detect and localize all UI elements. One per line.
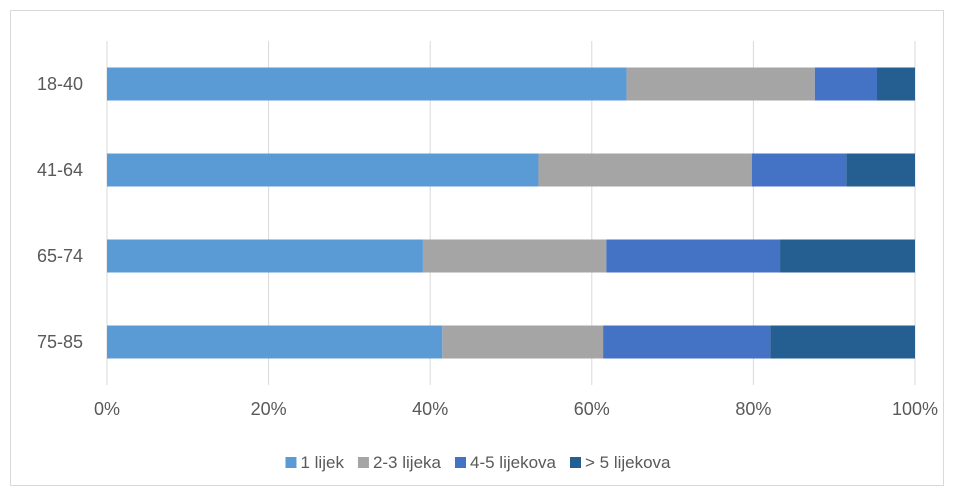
x-tick-label: 20% [251,399,287,419]
chart-area: 18-40 41-64 65-74 75-85 0% 20% 40% 60% 80% 100% … [10,10,944,486]
bar-segment [107,325,443,359]
bars [107,67,915,359]
bar-segment [751,153,847,187]
bar-segment [107,239,423,273]
y-tick-label: 75-85 [37,332,83,352]
bar-segment [814,67,878,101]
legend-swatch [357,457,369,468]
bar-segment [107,67,627,101]
legend-item: > 5 lijekova [569,453,671,472]
legend-item: 1 lijek [285,453,344,472]
x-tick-label: 100% [892,399,938,419]
legend-label: > 5 lijekova [585,453,671,472]
legend-swatch [285,457,297,468]
bar-segment [770,325,915,359]
legend-swatch [454,457,466,468]
bar-segment [877,67,915,101]
legend-label: 4-5 lijekova [470,453,557,472]
y-tick-label: 41-64 [37,160,83,180]
y-tick-label: 18-40 [37,74,83,94]
y-tick-label: 65-74 [37,246,83,266]
x-tick-label: 80% [735,399,771,419]
bar-segment [603,325,771,359]
bar-segment [422,239,607,273]
bar-segment [107,153,539,187]
bar-segment [846,153,915,187]
y-axis-labels: 18-40 41-64 65-74 75-85 [37,74,83,352]
legend-label: 2-3 lijeka [373,453,442,472]
legend-item: 4-5 lijekova [454,453,557,472]
legend: 1 lijek 2-3 lijeka 4-5 lijekova > 5 lijekov… [285,453,671,472]
bar-segment [626,67,815,101]
x-tick-label: 60% [574,399,610,419]
legend-label: 1 lijek [300,453,344,472]
x-tick-label: 0% [94,399,120,419]
x-axis-labels: 0% 20% 40% 60% 80% 100% [94,399,938,419]
bar-segment [442,325,604,359]
legend-item: 2-3 lijeka [357,453,442,472]
x-tick-label: 40% [412,399,448,419]
bar-segment [606,239,781,273]
bar-segment [538,153,752,187]
bar-segment [780,239,915,273]
legend-swatch [569,457,581,468]
